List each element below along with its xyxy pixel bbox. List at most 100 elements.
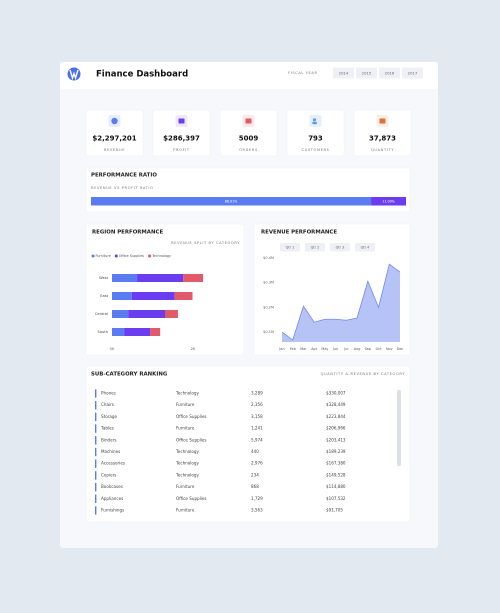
table-cell: Technology <box>175 449 200 454</box>
table-cell: Technology <box>175 461 200 466</box>
table-cell: 3,563 <box>251 508 263 513</box>
kpi-label: ORDERS <box>239 148 258 152</box>
row-indicator <box>95 389 97 398</box>
legend-label: Furniture <box>96 254 111 258</box>
table-cell: Furniture <box>176 508 195 513</box>
kpi-icon <box>312 121 317 125</box>
region-label: Central <box>95 312 108 316</box>
quarter-label: Qtr 3 <box>336 245 345 249</box>
ratio-label: 11.09% <box>382 200 395 204</box>
logo-mark <box>69 69 79 81</box>
row-indicator <box>95 482 97 492</box>
year-button[interactable] <box>379 67 400 79</box>
table-cell: $167,380 <box>326 461 346 466</box>
kpi-icon <box>178 118 185 124</box>
legend-swatch <box>148 254 152 258</box>
table-cell: Accessories <box>101 461 125 466</box>
kpi-card <box>286 109 345 157</box>
legend-swatch <box>91 254 95 258</box>
region-bar <box>150 328 161 336</box>
region-bar <box>112 328 125 336</box>
table-cell: 868 <box>251 484 259 489</box>
region-card <box>85 223 245 356</box>
kpi-value: $286,397 <box>163 135 200 143</box>
y-tick-label: $0.1M <box>263 330 274 334</box>
month-label: Jan <box>278 347 284 351</box>
table-cell: $328,449 <box>326 402 346 407</box>
table-cell: Furnishings <box>101 508 124 513</box>
region-bar <box>174 292 193 300</box>
month-label: Jul <box>343 347 348 351</box>
fiscal-label: FISCAL YEAR <box>288 71 318 75</box>
quarter-button[interactable] <box>355 243 375 252</box>
quarter-button[interactable] <box>280 243 300 252</box>
quarter-button[interactable] <box>305 243 325 252</box>
kpi-icon <box>245 118 252 124</box>
table-cell: Machines <box>101 449 120 454</box>
ranking-card <box>85 365 411 523</box>
table-cell: 2,356 <box>251 402 263 407</box>
region-label: East <box>100 294 108 298</box>
row-indicator <box>95 401 97 410</box>
kpi-icon <box>111 117 118 125</box>
quarter-button[interactable] <box>330 243 350 252</box>
table-cell: Appliances <box>101 496 123 501</box>
table-cell: Technology <box>175 472 200 477</box>
year-button[interactable] <box>402 67 423 79</box>
kpi-card <box>353 109 412 157</box>
row-indicator <box>95 471 97 480</box>
table-cell: 1,241 <box>251 426 263 431</box>
table-cell: $107,532 <box>326 496 346 501</box>
revenue-title: REVENUE PERFORMANCE <box>261 230 337 236</box>
scrollbar[interactable] <box>397 390 401 466</box>
row-indicator <box>95 412 97 422</box>
month-label: Oct <box>376 347 383 351</box>
table-cell: Furniture <box>176 426 195 431</box>
table-cell: Bookcases <box>101 484 123 489</box>
table-cell: $91,705 <box>326 508 343 513</box>
ratio-title: PERFORMANCE RATIO <box>91 173 157 179</box>
quarter-label: Qtr 2 <box>311 245 320 249</box>
ratio-segment <box>91 197 372 206</box>
ratio-segment <box>371 197 406 206</box>
table-cell: $203,413 <box>326 437 346 442</box>
y-tick-label: $0.2M <box>263 305 274 309</box>
quarter-label: Qtr 4 <box>361 245 370 249</box>
y-tick-label: $0.3M <box>263 281 274 285</box>
region-bar <box>112 292 132 300</box>
year-label: 2014 <box>339 71 349 76</box>
table-cell: Copiers <box>101 472 116 477</box>
region-bar <box>131 292 175 300</box>
table-cell: Office Supplies <box>176 414 207 419</box>
ratio-subtitle: REVENUE VS PROFIT RATIO <box>91 186 153 190</box>
legend-swatch <box>114 254 118 258</box>
kpi-label: CUSTOMERS <box>302 148 330 152</box>
row-indicator <box>95 494 97 503</box>
year-button[interactable] <box>333 67 354 79</box>
table-cell: 1,729 <box>251 496 263 501</box>
kpi-card <box>152 109 211 157</box>
region-label: South <box>98 330 108 334</box>
table-cell: Furniture <box>176 402 195 407</box>
y-tick-label: $0.4M <box>263 256 274 260</box>
kpi-value: 793 <box>308 135 323 143</box>
year-button[interactable] <box>356 67 377 79</box>
table-cell: Phones <box>101 391 116 396</box>
kpi-card <box>219 109 278 157</box>
region-bar <box>164 310 178 318</box>
table-cell: $189,239 <box>326 449 346 454</box>
ranking-subtitle: QUANTITY & REVENUE BY CATEGORY <box>321 372 406 376</box>
table-cell: 3,158 <box>251 414 263 419</box>
row-indicator <box>95 424 97 433</box>
table-cell: $223,844 <box>326 414 346 419</box>
table-cell: $149,528 <box>326 472 346 477</box>
table-cell: Technology <box>175 391 200 396</box>
table-cell: 5,974 <box>251 437 263 442</box>
region-bar <box>137 274 184 282</box>
kpi-card <box>85 109 144 157</box>
x-tick-label: 2K <box>191 347 196 351</box>
kpi-icon <box>379 118 386 124</box>
dashboard-title: Finance Dashboard <box>96 70 188 80</box>
ratio-label: 88.91% <box>225 200 238 204</box>
logo <box>67 67 81 81</box>
